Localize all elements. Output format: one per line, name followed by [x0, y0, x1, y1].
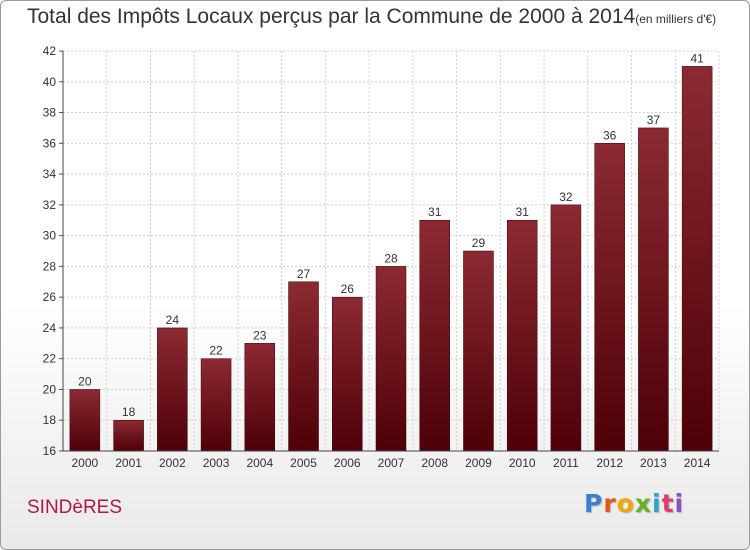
bars: 20 18 24 22 23 27 26 28 31 29 31 32 36 37 41: [69, 51, 713, 452]
y-tick-label: 28: [43, 259, 57, 273]
bar-2000[interactable]: [69, 389, 101, 452]
bar-2005[interactable]: [288, 281, 319, 452]
bar-2009[interactable]: [463, 250, 494, 452]
data-label: 28: [384, 251, 398, 265]
chart-title-main: Total des Impôts Locaux perçus par la Co…: [27, 5, 636, 28]
y-tick-label: 42: [43, 44, 57, 58]
bar-2002[interactable]: [157, 327, 188, 452]
bar-2013[interactable]: [638, 127, 669, 452]
data-label: 23: [253, 328, 267, 342]
y-tick-label: 26: [43, 290, 57, 304]
data-label: 31: [428, 205, 442, 219]
y-tick-label: 22: [43, 352, 57, 366]
logo-letter: r: [603, 489, 617, 518]
data-label: 31: [516, 205, 530, 219]
y-tick-label: 38: [43, 106, 57, 120]
y-tick-label: 32: [43, 198, 57, 212]
bar-2010[interactable]: [506, 219, 538, 452]
x-tick-label: 2002: [159, 456, 186, 470]
x-tick-label: 2005: [290, 456, 317, 470]
proxiti-logo[interactable]: Proxiti: [584, 489, 684, 518]
logo-letter: t: [661, 489, 675, 518]
bar-2006[interactable]: [332, 296, 363, 452]
x-tick-label: 2012: [596, 456, 623, 470]
chart-title: Total des Impôts Locaux perçus par la Co…: [27, 5, 716, 29]
data-label: 29: [472, 236, 486, 250]
x-tick-label: 2013: [640, 456, 667, 470]
x-tick-label: 2009: [465, 456, 492, 470]
bar-2007[interactable]: [375, 266, 407, 452]
x-tick-label: 2011: [553, 456, 579, 470]
chart-title-unit: (en milliers d'€): [635, 12, 717, 26]
y-tick-label: 16: [43, 444, 57, 458]
commune-name: SINDèRES: [27, 497, 123, 518]
data-label: 27: [297, 267, 311, 281]
data-label: 18: [122, 405, 136, 419]
x-tick-label: 2003: [203, 456, 230, 470]
logo-letter: P: [584, 489, 604, 518]
data-label: 41: [690, 51, 704, 65]
bar-2014[interactable]: [681, 66, 713, 452]
data-label: 37: [647, 113, 661, 127]
x-tick-label: 2001: [115, 456, 142, 470]
data-label: 26: [341, 282, 355, 296]
bar-2011[interactable]: [550, 204, 582, 452]
y-tick-label: 24: [43, 321, 57, 335]
data-label: 22: [209, 344, 223, 358]
logo-letter: x: [634, 489, 652, 518]
axes: 16 18 20 22 24 26 28 30 32 34 36 38 40 42 2000 2001 2002…: [43, 44, 719, 470]
data-label: 32: [559, 190, 573, 204]
x-tick-label: 2010: [509, 456, 536, 470]
logo-letter: i: [652, 489, 662, 518]
bar-2001[interactable]: [113, 419, 144, 452]
x-tick-label: 2008: [421, 456, 448, 470]
logo-letter: i: [674, 489, 685, 518]
y-tick-label: 18: [43, 413, 57, 427]
x-tick-label: 2000: [72, 456, 99, 470]
logo-letter: o: [616, 489, 635, 518]
y-tick-label: 20: [43, 382, 57, 396]
bar-2012[interactable]: [594, 143, 625, 452]
data-label: 20: [78, 374, 92, 388]
bar-2003[interactable]: [200, 358, 232, 452]
x-tick-label: 2004: [246, 456, 273, 470]
x-tick-label: 2006: [334, 456, 361, 470]
y-tick-label: 30: [43, 229, 57, 243]
bar-2004[interactable]: [244, 343, 276, 452]
y-tick-label: 36: [43, 136, 57, 150]
data-label: 24: [166, 313, 180, 327]
bar-2008[interactable]: [419, 219, 450, 452]
x-tick-label: 2014: [684, 456, 711, 470]
y-tick-label: 34: [43, 167, 57, 181]
x-tick-label: 2007: [378, 456, 405, 470]
data-label: 36: [603, 128, 617, 142]
y-tick-label: 40: [43, 75, 57, 89]
